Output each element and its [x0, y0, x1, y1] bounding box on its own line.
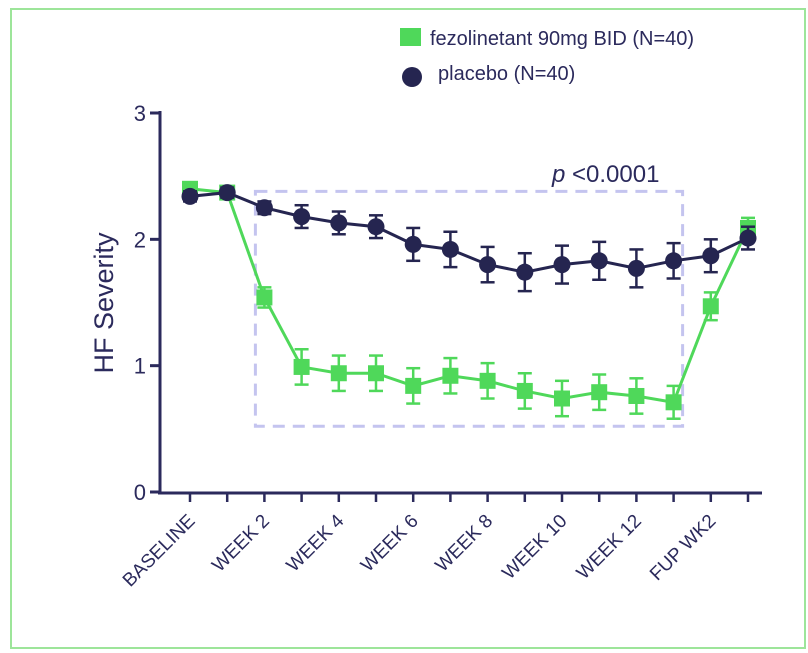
placebo-point	[739, 229, 757, 247]
placebo-point	[218, 184, 236, 202]
placebo-point	[330, 214, 348, 232]
placebo-point	[590, 252, 608, 270]
treatment-point	[405, 377, 422, 394]
p-value-annotation: p <0.0001	[551, 161, 659, 188]
treatment-point	[591, 384, 608, 401]
legend-treatment-marker	[400, 28, 421, 46]
y-ticks: 0 1 2 3	[134, 101, 160, 505]
placebo-point	[404, 235, 422, 253]
treatment-point	[628, 387, 645, 404]
x-tick-label: WEEK 8	[432, 511, 498, 577]
placebo-point	[627, 259, 645, 277]
x-tick-label: WEEK 12	[573, 511, 646, 584]
x-ticks: BASELINE WEEK 2 WEEK 4 WEEK 6 WEEK 8 WEEK 10 W…	[119, 493, 750, 592]
legend-placebo-marker	[402, 67, 422, 87]
y-axis-label: HF Severity	[89, 232, 119, 374]
placebo-point	[479, 256, 497, 274]
treatment-point	[665, 394, 682, 411]
placebo-point	[553, 256, 571, 274]
series-layer	[181, 180, 757, 420]
placebo-point	[255, 199, 273, 217]
y-tick-label: 0	[134, 480, 146, 505]
treatment-point	[293, 358, 310, 375]
p-symbol: p	[551, 161, 565, 188]
placebo-point	[516, 263, 534, 281]
placebo-point	[181, 187, 199, 205]
placebo-line	[189, 191, 749, 274]
y-tick-label: 2	[134, 227, 146, 252]
treatment-point	[554, 390, 570, 407]
x-tick-label: WEEK 4	[283, 510, 349, 576]
placebo-point	[702, 247, 720, 265]
placebo-point	[665, 252, 683, 270]
treatment-point	[368, 365, 384, 382]
legend-treatment-label: fezolinetant 90mg BID (N=40)	[430, 28, 694, 50]
p-value-text: <0.0001	[565, 161, 659, 188]
series-treatment	[182, 180, 756, 420]
x-tick-label: WEEK 10	[498, 511, 571, 584]
treatment-point	[256, 289, 273, 306]
treatment-point	[442, 367, 459, 384]
treatment-point	[479, 372, 496, 389]
y-tick-label: 3	[134, 101, 146, 126]
x-tick-label: WEEK 6	[357, 511, 423, 577]
significance-window-box	[253, 189, 685, 428]
x-tick-label: WEEK 2	[208, 511, 274, 577]
figure-frame	[10, 8, 806, 649]
placebo-point	[441, 240, 459, 258]
x-tick-label: BASELINE	[119, 511, 200, 592]
x-tick-label: FUP WK2	[646, 511, 720, 585]
treatment-line	[189, 187, 750, 404]
legend-placebo-label: placebo (N=40)	[438, 63, 575, 85]
treatment-point	[516, 382, 533, 399]
treatment-point	[330, 365, 347, 382]
placebo-point	[293, 208, 311, 226]
treatment-point	[702, 298, 719, 315]
placebo-point	[367, 218, 385, 236]
legend: fezolinetant 90mg BID (N=40) placebo (N=…	[400, 28, 694, 87]
series-placebo	[181, 184, 757, 293]
y-tick-label: 1	[134, 354, 146, 379]
